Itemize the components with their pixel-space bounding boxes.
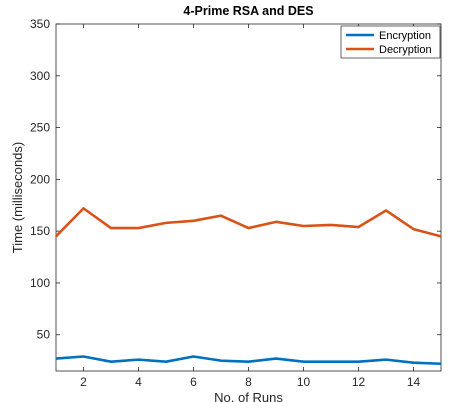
- x-axis: 2 4 6 8 10 12 14: [80, 24, 420, 389]
- x-tick-label: 2: [80, 375, 87, 389]
- legend: Encryption Decryption: [340, 25, 441, 59]
- x-tick-label: 12: [352, 375, 366, 389]
- y-tick-label: 350: [30, 17, 50, 31]
- y-tick-label: 100: [30, 276, 50, 290]
- legend-label-decryption: Decryption: [379, 44, 432, 56]
- legend-box: [340, 25, 441, 59]
- legend-label-encryption: Encryption: [379, 30, 431, 42]
- x-axis-title: No. of Runs: [214, 390, 283, 402]
- y-tick-label: 50: [37, 328, 51, 342]
- x-tick-label: 10: [297, 375, 311, 389]
- series-lines: [55, 207, 442, 366]
- y-axis-title: Time (milliseconds): [10, 142, 25, 253]
- y-tick-label: 150: [30, 224, 50, 238]
- y-tick-label: 300: [30, 69, 50, 83]
- y-axis: 50 100 150 200 250 300 350: [30, 17, 441, 342]
- x-tick-label: 4: [135, 375, 142, 389]
- x-tick-label: 6: [190, 375, 197, 389]
- y-tick-label: 200: [30, 172, 50, 186]
- y-tick-label: 250: [30, 121, 50, 135]
- x-tick-label: 8: [245, 375, 252, 389]
- plot-area: [55, 23, 442, 372]
- chart-title: 4-Prime RSA and DES: [183, 4, 313, 18]
- x-tick-label: 14: [407, 375, 421, 389]
- axes-box: [55, 23, 442, 372]
